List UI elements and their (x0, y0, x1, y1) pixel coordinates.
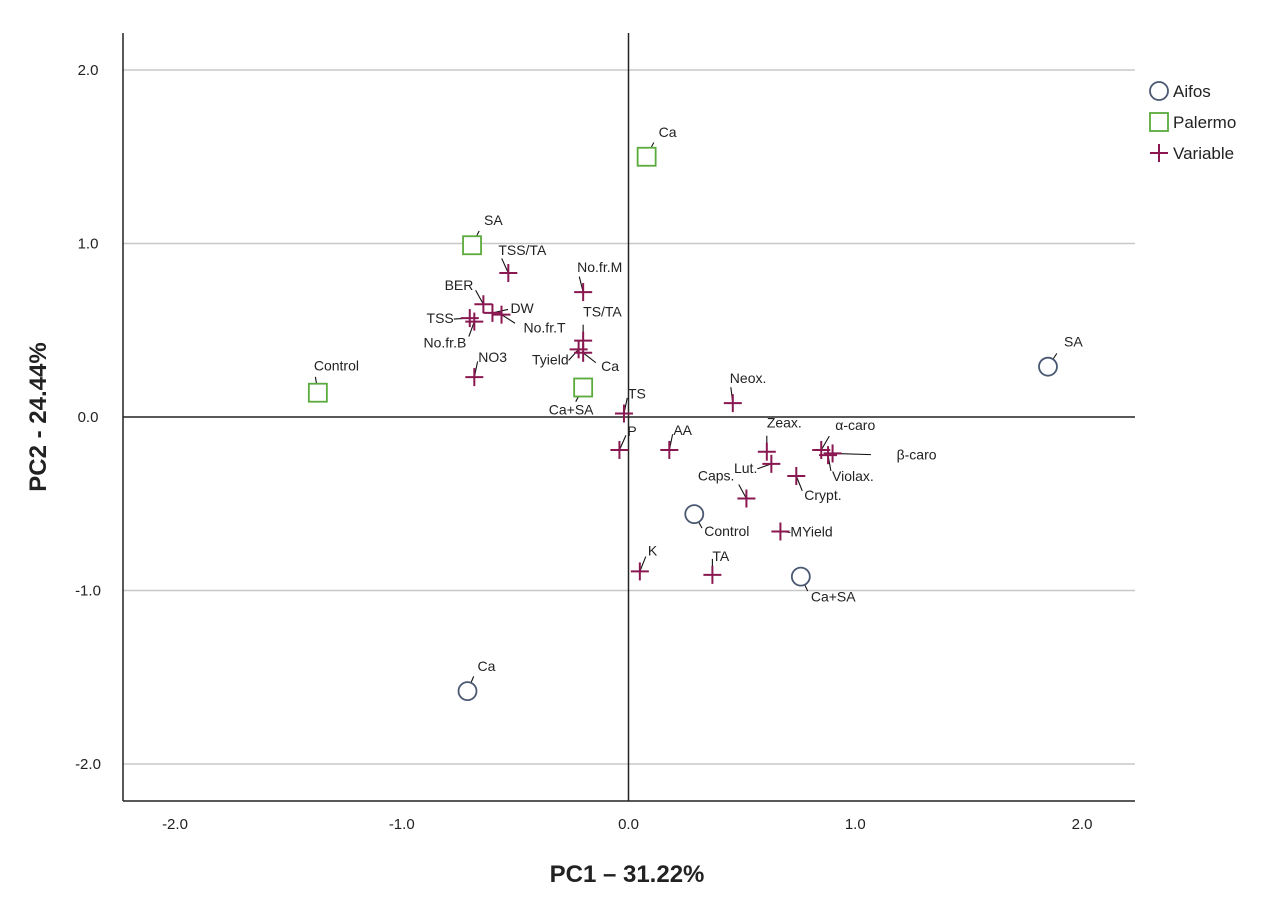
variable-point-20 (787, 466, 806, 485)
labels-layer: SA Control Ca+SA Ca Ca SA Control Ca+SA TSS/TA No… (314, 124, 1083, 674)
marks-layer (307, 146, 1058, 702)
legend-square-marker (1149, 112, 1169, 132)
variable-point-12 (723, 394, 742, 413)
label-leader-line (738, 484, 747, 499)
legend-entry-label: Palermo (1173, 113, 1236, 132)
x-tick-label: 1.0 (845, 816, 866, 833)
x-tick-label: 2.0 (1072, 816, 1093, 833)
palermo-point-1 (462, 235, 482, 256)
point-label: P (627, 423, 636, 439)
point-label: SA (484, 212, 503, 228)
point-label: Caps. (698, 468, 735, 484)
variable-point-2 (474, 295, 493, 314)
x-tick-label: -2.0 (162, 816, 188, 833)
point-label: Violax. (832, 468, 874, 484)
x-axis-title: PC1 – 31.22% (550, 861, 705, 888)
variable-point-22 (771, 522, 790, 541)
variable-point-18 (819, 446, 838, 465)
point-label: NO3 (478, 349, 507, 365)
point-label: β-caro (897, 446, 937, 462)
aifos-point-3 (457, 681, 478, 702)
label-leader-line (475, 289, 484, 305)
variable-point-24 (703, 565, 722, 584)
variable-point-0 (499, 263, 518, 282)
variable-point-4 (460, 309, 479, 328)
point-label: α-caro (835, 417, 875, 433)
point-label: No.fr.B (424, 335, 467, 351)
label-leader-line (618, 435, 627, 451)
variable-point-23 (630, 562, 649, 581)
variable-point-6 (492, 305, 511, 324)
point-label: Neox. (730, 370, 767, 386)
y-tick-label: 0.0 (78, 409, 99, 426)
variable-point-3 (483, 303, 502, 322)
aifos-point-1 (684, 504, 705, 525)
variable-point-14 (660, 440, 679, 459)
y-tick-label: 2.0 (78, 62, 99, 79)
y-tick-label: -1.0 (75, 583, 101, 600)
variable-point-21 (737, 489, 756, 508)
variable-point-19 (762, 454, 781, 473)
y-tick-label: -2.0 (75, 756, 101, 773)
legend: Aifos Palermo Variable (1149, 81, 1236, 163)
y-tick-label: 1.0 (78, 236, 99, 253)
label-leader-line (501, 258, 509, 274)
point-label: No.fr.T (524, 320, 566, 336)
point-label: Tyield (532, 351, 569, 367)
label-leader-line (582, 352, 597, 364)
point-label: Ca (478, 658, 496, 674)
point-label: SA (1064, 334, 1083, 350)
legend-entry-label: Variable (1173, 144, 1234, 163)
point-label: TA (712, 548, 730, 564)
point-label: K (648, 542, 658, 558)
variable-point-1 (574, 283, 593, 302)
point-label: Ca+SA (811, 589, 856, 605)
point-label: No.fr.M (577, 259, 622, 275)
legend-circle-marker (1149, 81, 1169, 101)
palermo-point-0 (636, 146, 657, 167)
x-tick-label: -1.0 (389, 816, 415, 833)
axes-layer (122, 33, 1135, 802)
point-label: TSS/TA (498, 242, 547, 258)
point-label: Crypt. (804, 487, 841, 503)
variable-point-10 (465, 368, 484, 387)
point-label: Ca (601, 358, 619, 374)
ticks-layer: 2.0 1.0 0.0 -1.0 -2.0 -2.0 -1.0 0.0 1.0 2.0 (75, 62, 1092, 833)
point-label: TS (628, 386, 646, 402)
legend-entry-label: Aifos (1173, 82, 1211, 101)
palermo-point-2 (307, 382, 328, 403)
variable-point-11 (614, 404, 633, 423)
variable-point-9 (574, 343, 593, 362)
point-label: Control (314, 358, 359, 374)
point-label: Ca+SA (549, 402, 594, 418)
aifos-point-0 (1038, 356, 1058, 377)
y-axis-title: PC2 - 24.44% (25, 342, 52, 491)
point-label: AA (673, 422, 692, 438)
point-label: TSS (427, 310, 454, 326)
point-label: Lut. (734, 460, 757, 476)
point-label: BER (445, 277, 474, 293)
label-leader-line (501, 314, 516, 324)
variable-point-13 (610, 440, 629, 459)
variable-point-5 (465, 312, 484, 331)
point-label: Control (704, 523, 749, 539)
aifos-point-2 (790, 566, 811, 587)
point-label: Zeax. (767, 415, 802, 431)
point-label: Ca (659, 124, 677, 140)
label-leader-line (568, 348, 580, 361)
variable-point-8 (569, 340, 588, 359)
point-label: MYield (790, 524, 832, 540)
palermo-point-3 (573, 377, 594, 398)
point-label: DW (510, 300, 534, 316)
variable-point-17 (823, 444, 842, 463)
x-tick-label: 0.0 (618, 816, 639, 833)
variable-point-15 (757, 442, 776, 461)
label-leader-line (820, 435, 830, 451)
point-label: TS/TA (583, 304, 622, 320)
